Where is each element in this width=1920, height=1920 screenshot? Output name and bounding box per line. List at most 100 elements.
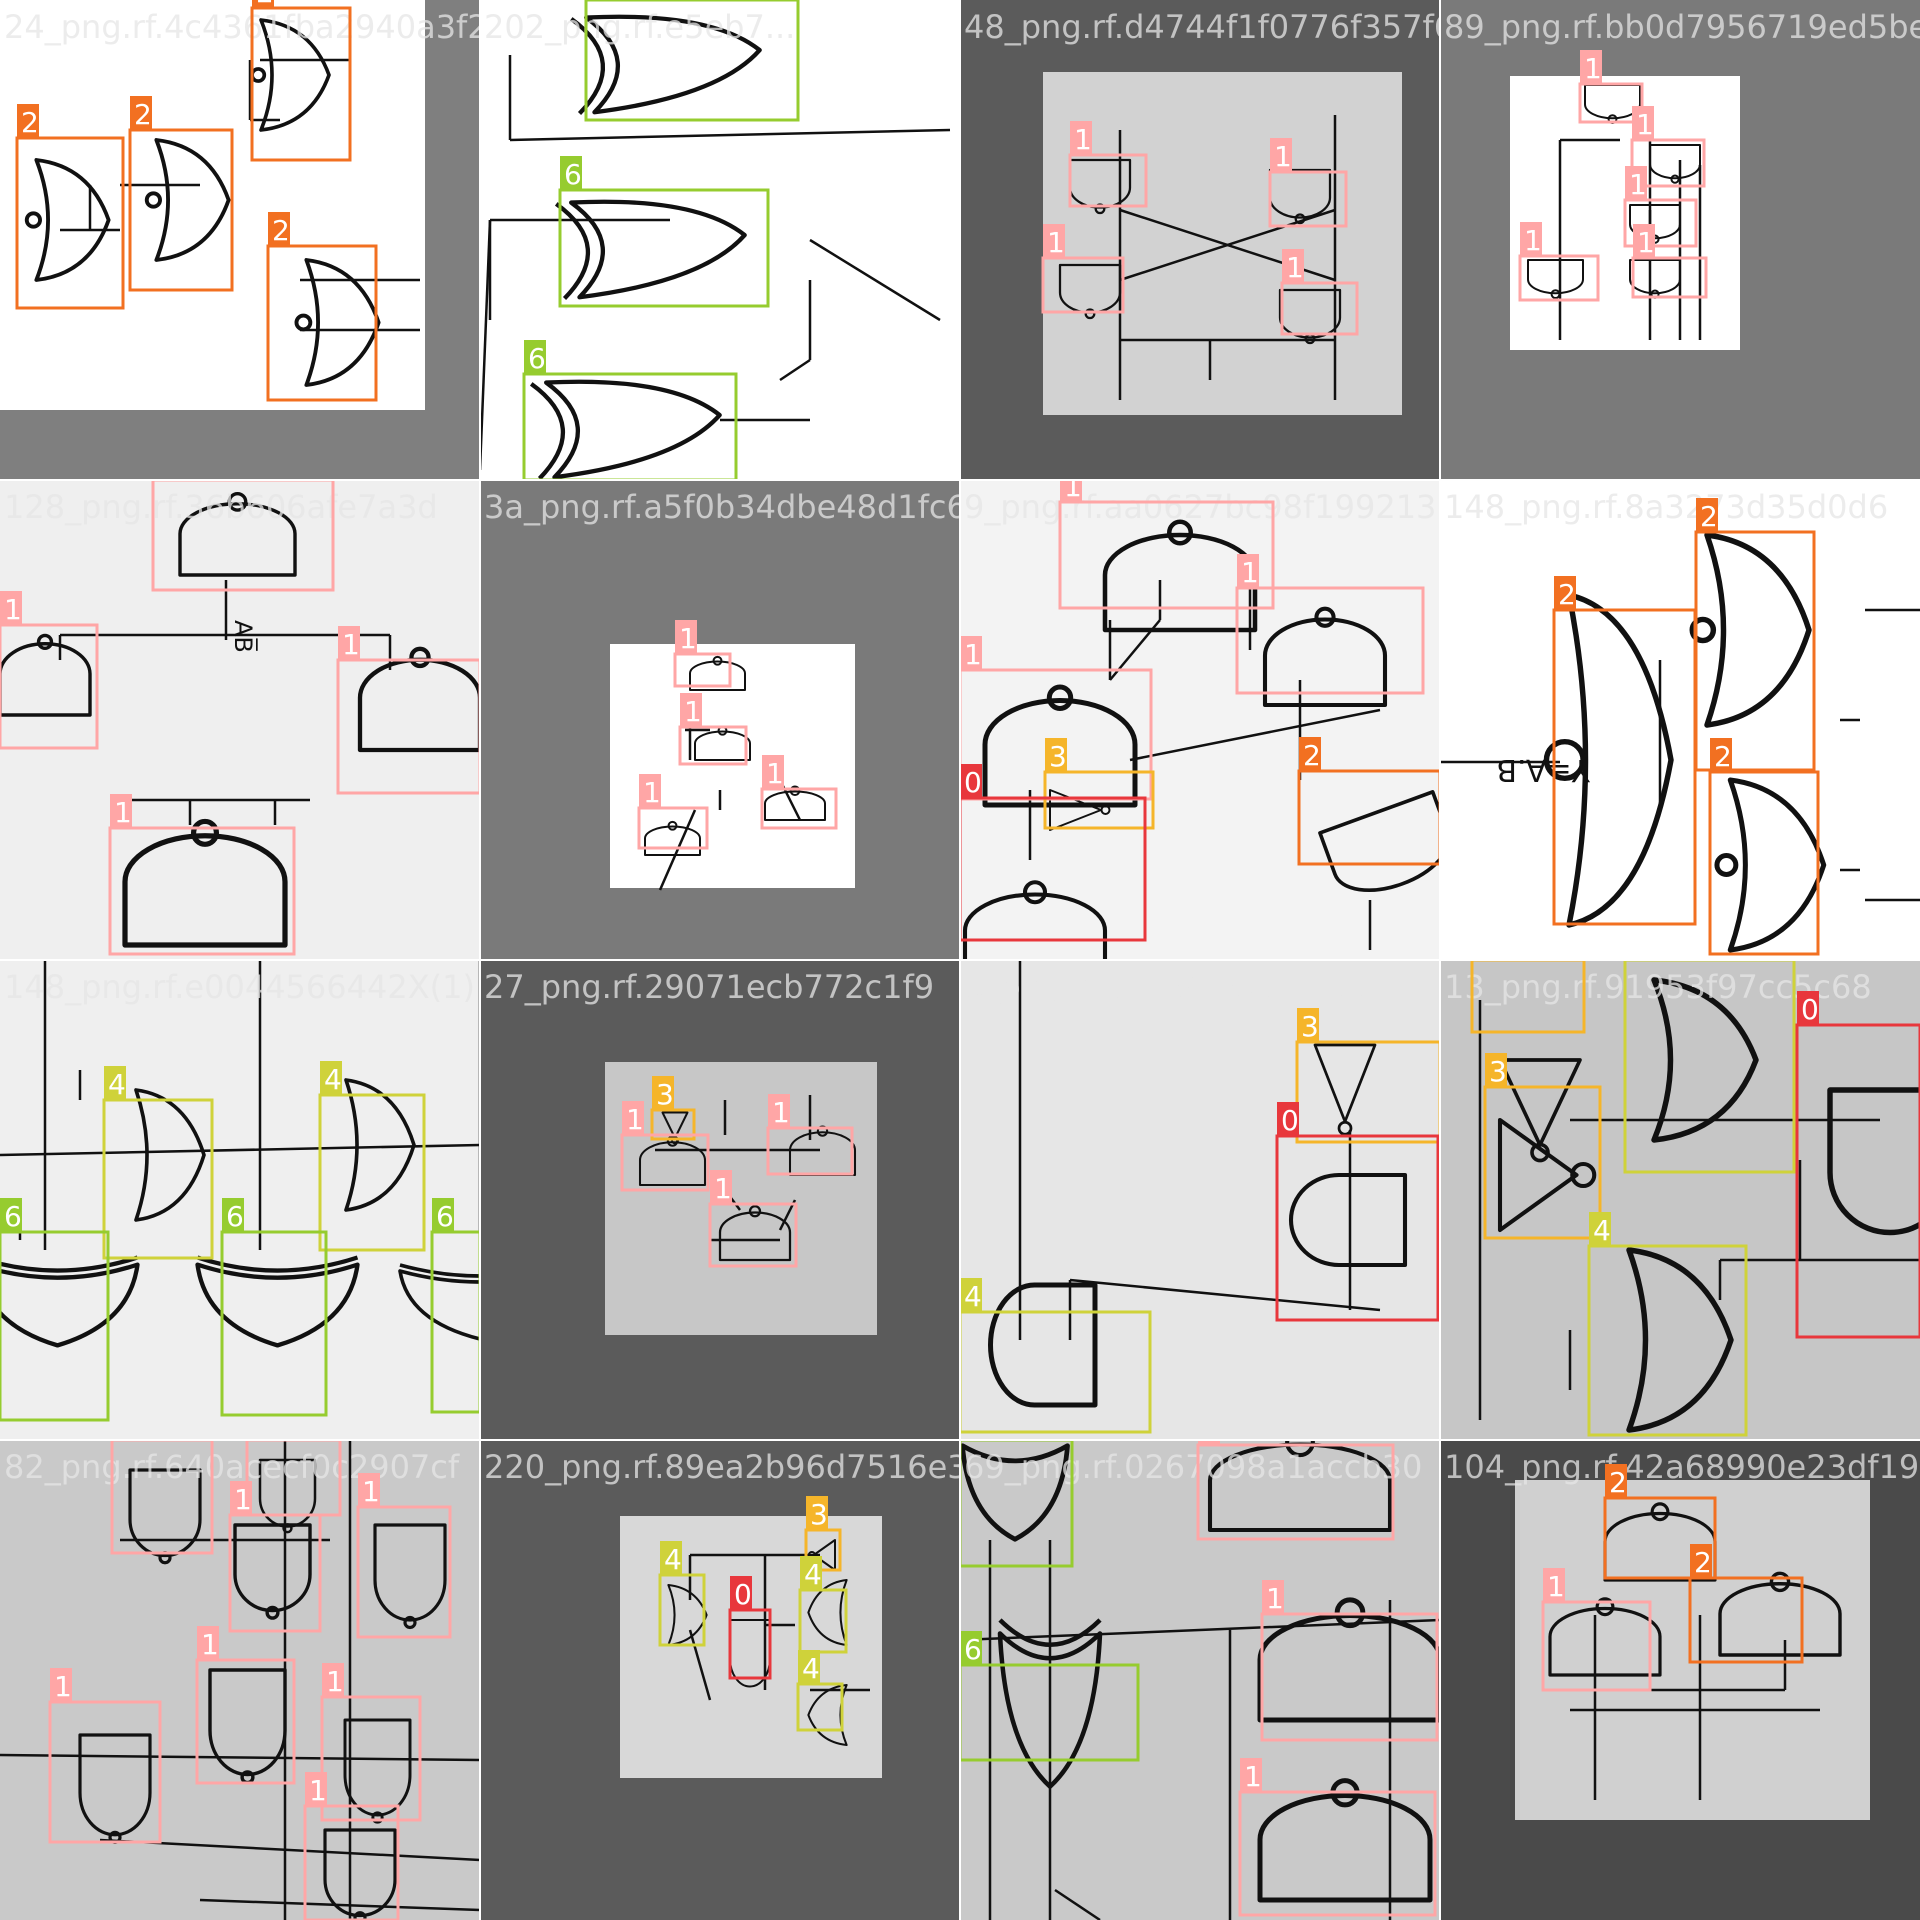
- bbox-rect: [1268, 170, 1348, 228]
- schematic-paper: [960, 960, 1440, 1440]
- tile-filename: 69_png.rf.0267098a1accb30: [964, 1448, 1422, 1486]
- bbox-rect: [558, 188, 770, 308]
- bbox-rect: [960, 1310, 1152, 1434]
- bbox-class-label: 6: [4, 1200, 22, 1233]
- bbox-class-label: 1: [684, 695, 702, 728]
- bbox-class-1: 1: [336, 626, 480, 795]
- gate-nand-symbol: [1603, 1502, 1717, 1582]
- gate-xor-symbol: [195, 1255, 360, 1348]
- bbox-class-label: 1: [714, 1172, 732, 1205]
- bbox-label-background: [1045, 738, 1067, 772]
- bbox-class-label: 2: [1558, 578, 1576, 611]
- bbox-class-label: 3: [1301, 1010, 1319, 1043]
- bbox-rect: [48, 1700, 162, 1844]
- bbox-class-label: 1: [1241, 556, 1259, 589]
- bbox-rect: [1260, 1612, 1439, 1742]
- bbox-class-label: 4: [802, 1652, 820, 1685]
- bbox-label-background: [622, 1101, 644, 1135]
- bbox-label-background: [1297, 1008, 1319, 1042]
- bbox-label-background: [268, 212, 290, 246]
- bbox-rect: [1795, 1023, 1920, 1339]
- bbox-class-label: 1: [114, 796, 132, 829]
- circuit-wires: [960, 1540, 1440, 1920]
- bbox-class-6: 6: [522, 340, 738, 480]
- bbox-class-label: 6: [590, 0, 608, 1]
- schematic-paper: [0, 1440, 480, 1920]
- gate-and-symbol: [1318, 790, 1440, 892]
- bbox-label-background: [1070, 121, 1092, 155]
- bbox-rect: [15, 136, 125, 310]
- bbox-class-3: 3: [650, 1076, 696, 1141]
- bbox-label-background: [252, 0, 274, 8]
- bbox-label-background: [17, 104, 39, 138]
- bbox-rect: [1623, 198, 1698, 248]
- gate-nand-symbol: [1548, 1597, 1662, 1677]
- bbox-rect: [336, 658, 480, 795]
- bbox-class-6: 6: [430, 1198, 480, 1414]
- bbox-class-2: 2: [15, 104, 125, 310]
- bbox-class-0: 0: [1275, 1102, 1440, 1322]
- bbox-rect: [250, 6, 352, 162]
- bbox-class-label: 1: [201, 1628, 219, 1661]
- bbox-label-background: [50, 1668, 72, 1702]
- wire: [1054, 1888, 1101, 1920]
- bbox-class-1: 1: [1623, 166, 1698, 248]
- bbox-rect: [798, 1588, 848, 1654]
- bbox-rect: [960, 1440, 1074, 1568]
- mosaic-tile-4: 89_png.rf.bb0d7956719ed5be 1 1 1 1 1: [1440, 0, 1920, 480]
- gate-or-symbol: [807, 1578, 848, 1647]
- bbox-rect: [1295, 1040, 1440, 1144]
- bbox-label-background: [1299, 737, 1321, 771]
- wire: [779, 358, 811, 382]
- bbox-class-4: 4: [658, 1541, 706, 1647]
- bbox-class-2: 2: [128, 96, 234, 292]
- bbox-label-background: [1237, 554, 1259, 588]
- bbox-rect: [0, 623, 99, 750]
- bbox-label-background: [960, 764, 982, 798]
- bbox-rect: [1630, 138, 1706, 188]
- bbox-rect: [356, 1505, 452, 1639]
- schematic-paper: [480, 0, 960, 480]
- tile-filename: 89_png.rf.bb0d7956719ed5be: [1444, 8, 1920, 46]
- wire: [509, 128, 951, 142]
- gate-not-symbol: [1313, 1043, 1377, 1136]
- bbox-label-background: [560, 156, 582, 190]
- bbox-rect: [960, 796, 1147, 942]
- bbox-class-1: 1: [673, 620, 732, 688]
- gate-xor-symbol: [569, 14, 762, 116]
- gate-nor-symbol: [24, 158, 111, 282]
- bbox-rect: [1518, 254, 1600, 302]
- bbox-rect: [708, 1202, 798, 1268]
- bbox-class-label: 1: [4, 593, 22, 626]
- bbox-class-label: 6: [226, 1200, 244, 1233]
- gate-nor-symbol: [1543, 592, 1674, 928]
- gate-or-symbol: [960, 1443, 1070, 1542]
- tile-filename: 3a_png.rf.a5f0b34dbe48d1fc6: [484, 488, 967, 526]
- bbox-class-label: 4: [664, 1543, 682, 1576]
- bbox-rect: [766, 1126, 854, 1176]
- bbox-class-4: 4: [796, 1650, 844, 1732]
- bbox-class-label: 3: [1049, 740, 1067, 773]
- tile-filename: 9_png.rf.aa0627bc98f199213: [964, 488, 1436, 526]
- bbox-label-background: [0, 1198, 22, 1232]
- bbox-class-label: 6: [528, 342, 546, 375]
- bbox-class-1: 1: [620, 1101, 710, 1192]
- schematic-paper: [0, 480, 480, 960]
- bbox-rect: [108, 826, 296, 956]
- gate-nand-symbol: [0, 633, 92, 717]
- gate-nand-symbol: [644, 820, 701, 856]
- gate-xor-symbol: [997, 1618, 1103, 1789]
- bbox-class-label: 1: [1047, 226, 1065, 259]
- gate-nand-symbol: [982, 684, 1138, 808]
- bbox-label-background: [1282, 249, 1304, 283]
- bbox-label-background: [1485, 1053, 1507, 1087]
- circuit-wires: [1478, 1000, 1920, 1420]
- gate-nor-symbol: [294, 258, 381, 387]
- bbox-class-label: 1: [626, 1103, 644, 1136]
- bbox-class-1: 1: [1268, 138, 1348, 228]
- wire: [688, 1629, 712, 1701]
- bbox-label-background: [1270, 138, 1292, 172]
- bbox-label-background: [0, 591, 22, 625]
- gate-or-symbol: [807, 1683, 848, 1747]
